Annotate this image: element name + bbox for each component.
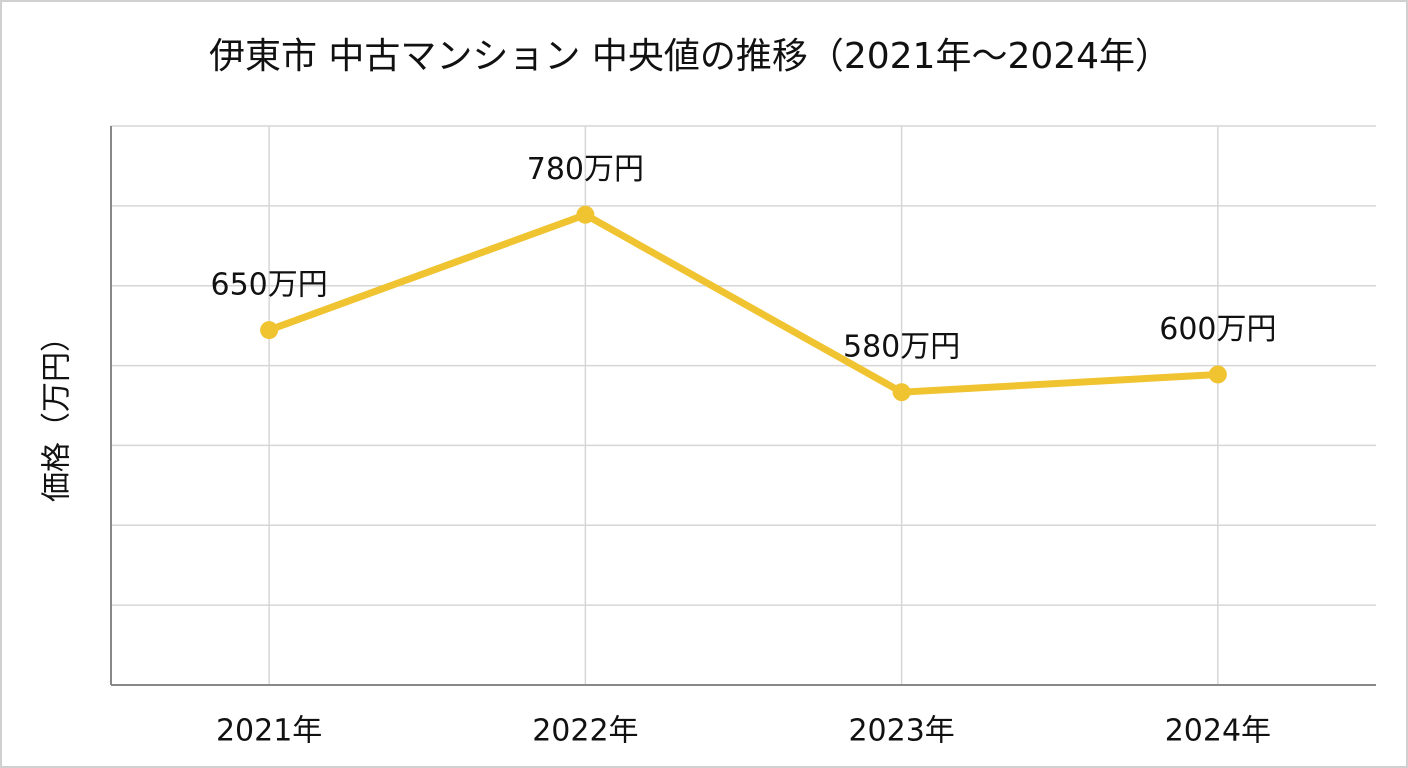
data-label: 650万円 bbox=[210, 268, 327, 303]
x-tick-label: 2022年 bbox=[532, 714, 638, 749]
x-tick-label: 2024年 bbox=[1165, 714, 1271, 749]
data-label: 600万円 bbox=[1159, 312, 1276, 347]
data-point bbox=[1208, 365, 1227, 384]
chart-title: 伊東市 中古マンション 中央値の推移（2021年〜2024年） bbox=[209, 36, 1171, 77]
data-point bbox=[892, 383, 911, 402]
y-axis-label: 価格（万円） bbox=[40, 322, 75, 502]
series-line bbox=[267, 211, 1219, 396]
data-point bbox=[260, 321, 279, 340]
data-point bbox=[576, 205, 595, 224]
data-label: 780万円 bbox=[527, 152, 644, 187]
data-label: 580万円 bbox=[843, 330, 960, 365]
x-tick-label: 2021年 bbox=[216, 714, 322, 749]
x-tick-label: 2023年 bbox=[848, 714, 954, 749]
